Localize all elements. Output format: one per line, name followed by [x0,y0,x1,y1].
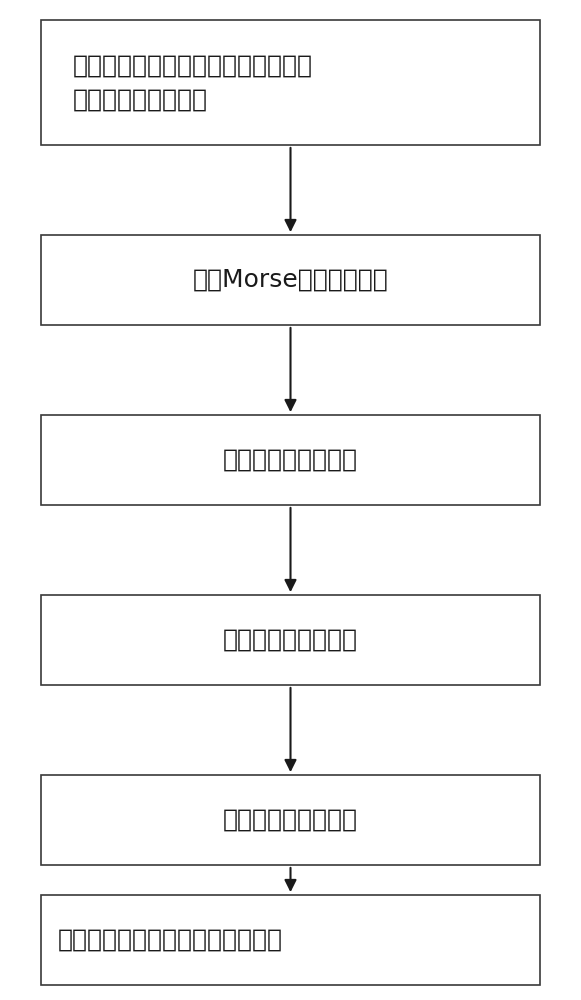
FancyBboxPatch shape [41,235,540,325]
FancyBboxPatch shape [41,775,540,865]
Text: 确定Morse势函数参数；: 确定Morse势函数参数； [193,268,388,292]
FancyBboxPatch shape [41,20,540,145]
Text: 建立微观结构模型；: 建立微观结构模型； [223,448,358,472]
Text: 获取轴心受拉构件厚度的最小值。: 获取轴心受拉构件厚度的最小值。 [58,928,283,952]
FancyBboxPatch shape [41,415,540,505]
Text: 根据材料实际的种类和外界环境确定
宏观颗粒体的尺寸；: 根据材料实际的种类和外界环境确定 宏观颗粒体的尺寸； [73,54,313,111]
Text: 建立细观结构模型；: 建立细观结构模型； [223,628,358,652]
FancyBboxPatch shape [41,595,540,685]
FancyBboxPatch shape [41,895,540,985]
Text: 建立宏观结构模型；: 建立宏观结构模型； [223,808,358,832]
